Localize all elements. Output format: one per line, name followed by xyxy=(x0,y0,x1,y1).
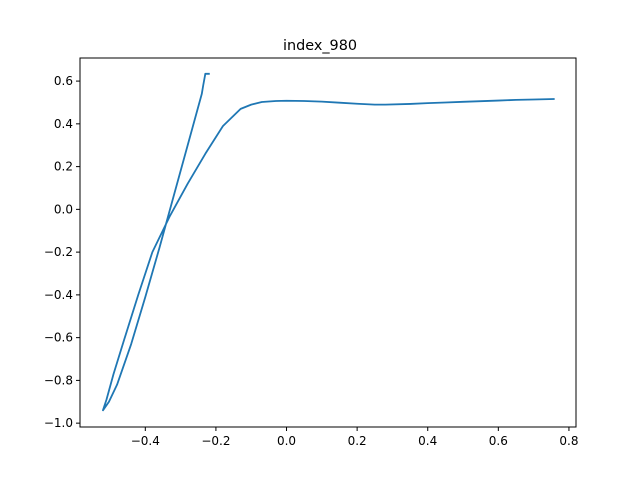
y-tick-label: 0.4 xyxy=(54,117,73,131)
y-tick-label: −0.2 xyxy=(44,245,73,259)
y-tick-label: −1.0 xyxy=(44,416,73,430)
y-tick-label: 0.0 xyxy=(54,202,73,216)
y-tick-label: −0.4 xyxy=(44,288,73,302)
series-line-0 xyxy=(102,72,555,412)
x-tick-label: 0.4 xyxy=(418,434,437,448)
x-tick-label: 0.6 xyxy=(489,434,508,448)
x-tick-label: 0.0 xyxy=(277,434,296,448)
x-tick-label: −0.4 xyxy=(131,434,160,448)
x-tick-label: 0.2 xyxy=(348,434,367,448)
y-axis: −1.0 −0.8 −0.6 −0.4 −0.2 0.0 0.2 0.4 0.6 xyxy=(44,74,80,430)
plot-area xyxy=(102,72,555,412)
axes-frame xyxy=(79,57,577,428)
y-tick-label: 0.6 xyxy=(54,74,73,88)
y-tick-label: 0.2 xyxy=(54,160,73,174)
chart-title: index_980 xyxy=(283,38,357,54)
x-axis: −0.4 −0.2 0.0 0.2 0.4 0.6 0.8 xyxy=(131,427,578,448)
y-tick-label: −0.8 xyxy=(44,373,73,387)
x-tick-label: 0.8 xyxy=(559,434,578,448)
x-tick-label: −0.2 xyxy=(201,434,230,448)
y-tick-label: −0.6 xyxy=(44,331,73,345)
